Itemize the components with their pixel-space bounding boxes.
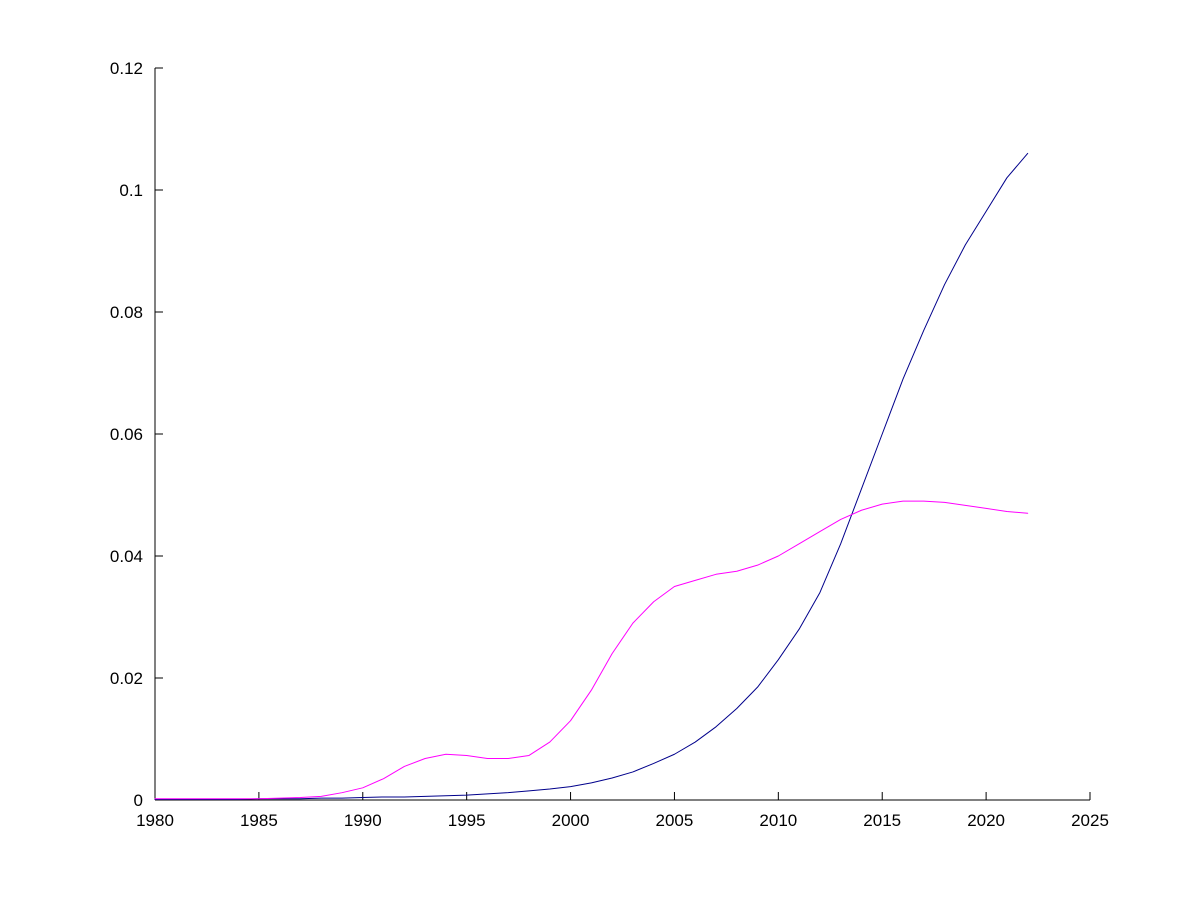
magenta-series-line [154, 500, 1029, 800]
dark-blue-series-line [154, 152, 1029, 800]
x-tick-label: 1985 [240, 811, 278, 830]
y-tick-label: 0 [134, 791, 143, 810]
x-tick-label: 2005 [656, 811, 694, 830]
x-tick-label: 2015 [863, 811, 901, 830]
x-tick-label: 1995 [448, 811, 486, 830]
y-tick-label: 0.12 [110, 59, 143, 78]
x-tick-label: 2020 [967, 811, 1005, 830]
x-tick-label: 2000 [552, 811, 590, 830]
y-tick-label: 0.06 [110, 425, 143, 444]
y-tick-label: 0.02 [110, 669, 143, 688]
x-tick-label: 2010 [759, 811, 797, 830]
y-tick-label: 0.1 [119, 181, 143, 200]
y-tick-label: 0.04 [110, 547, 143, 566]
y-tick-label: 0.08 [110, 303, 143, 322]
x-tick-label: 1990 [344, 811, 382, 830]
x-tick-label: 1980 [136, 811, 174, 830]
x-tick-label: 2025 [1071, 811, 1109, 830]
